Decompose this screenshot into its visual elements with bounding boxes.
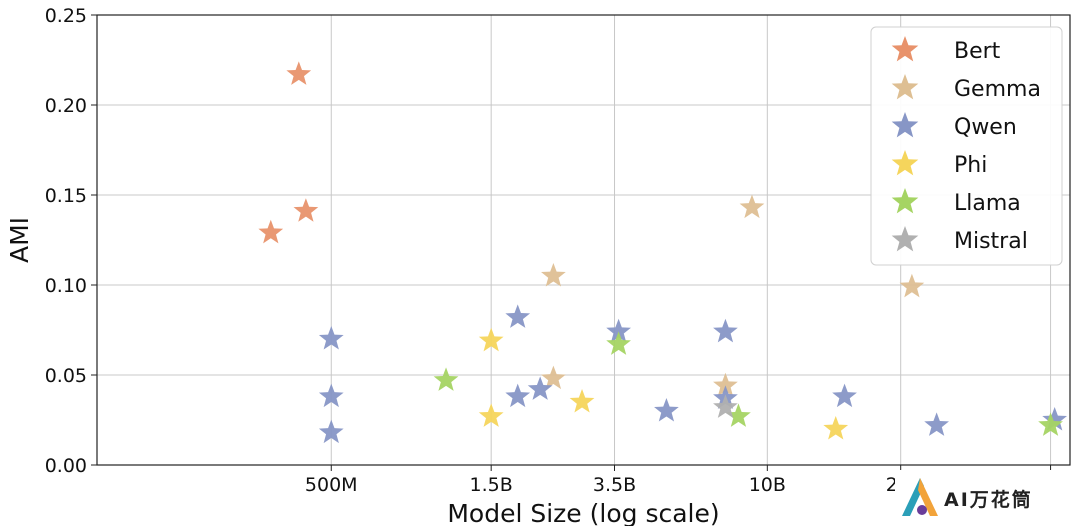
legend-label-llama: Llama — [954, 191, 1021, 216]
x-axis-label: Model Size (log scale) — [447, 499, 719, 526]
data-points — [258, 61, 1068, 444]
data-point-phi — [569, 389, 595, 413]
data-point-llama — [606, 331, 631, 355]
legend-label-mistral: Mistral — [954, 229, 1028, 254]
legend-label-gemma: Gemma — [954, 77, 1041, 102]
legend-marker-qwen — [891, 112, 919, 138]
data-point-mistral — [713, 394, 738, 418]
x-tick-label: 10B — [749, 474, 786, 496]
y-tick-label: 0.25 — [45, 5, 87, 27]
plot-frame — [96, 14, 1071, 466]
legend-box — [870, 26, 1063, 266]
axis-ticks: 0.000.050.100.150.200.25500M1.5B3.5B10B2… — [45, 5, 1052, 496]
data-point-gemma — [899, 273, 925, 298]
legend-marker-gemma — [891, 74, 919, 100]
data-point-qwen — [318, 419, 344, 444]
data-point-qwen — [832, 383, 857, 408]
legend: Bert Gemma Qwen Phi Llama Mistral — [870, 26, 1063, 266]
x-tick-label: 3.5B — [593, 474, 636, 496]
data-point-qwen — [505, 304, 531, 328]
data-point-qwen — [654, 398, 679, 422]
y-tick-label: 0.10 — [45, 275, 87, 297]
data-point-phi — [823, 416, 849, 440]
data-point-llama — [726, 403, 751, 427]
y-tick-label: 0.15 — [45, 185, 87, 207]
data-point-qwen — [318, 383, 344, 408]
data-point-qwen — [505, 383, 531, 408]
data-point-qwen — [318, 326, 344, 350]
watermark-logo-dot — [917, 505, 927, 515]
legend-label-bert: Bert — [954, 39, 1001, 64]
data-point-qwen — [606, 318, 631, 343]
data-point-bert — [258, 219, 284, 244]
legend-marker-bert — [891, 36, 919, 62]
data-point-gemma — [541, 263, 566, 287]
data-point-gemma — [739, 194, 765, 219]
data-point-qwen — [924, 412, 949, 436]
y-tick-label: 0.20 — [45, 95, 87, 117]
data-point-llama — [433, 367, 459, 391]
data-point-qwen — [1042, 407, 1068, 431]
watermark: AI万花筒 — [895, 470, 1075, 524]
x-tick-label: 1.5B — [470, 474, 513, 496]
legend-label-phi: Phi — [954, 153, 987, 178]
data-point-llama — [1038, 412, 1063, 436]
y-axis-label: AMI — [5, 217, 34, 263]
y-tick-label: 0.05 — [45, 365, 87, 387]
x-tick-label: 500M — [305, 474, 358, 496]
y-tick-label: 0.00 — [45, 455, 87, 477]
watermark-text: AI万花筒 — [944, 488, 1033, 511]
watermark-logo-right — [918, 478, 938, 516]
legend-marker-mistral — [891, 226, 919, 252]
data-point-gemma — [713, 372, 738, 397]
data-point-qwen — [713, 318, 738, 343]
data-point-bert — [286, 61, 312, 85]
legend-marker-phi — [891, 150, 919, 176]
legend-label-qwen: Qwen — [954, 115, 1017, 140]
data-point-bert — [293, 198, 319, 222]
data-point-qwen — [527, 376, 553, 400]
data-point-gemma — [541, 365, 566, 390]
data-point-phi — [478, 327, 504, 352]
data-point-phi — [478, 403, 504, 427]
legend-marker-llama — [891, 188, 919, 214]
